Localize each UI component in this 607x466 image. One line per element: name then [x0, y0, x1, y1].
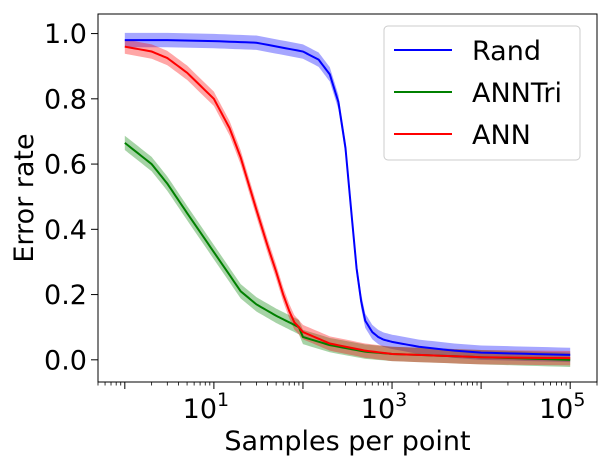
y-tick-label: 0.4 — [44, 215, 87, 246]
legend-box — [383, 25, 581, 161]
legend-label-anntri: ANNTri — [472, 78, 562, 109]
series-line-ann — [124, 45, 571, 360]
y-axis-label: Error rate — [9, 133, 40, 262]
y-tick-label: 0.8 — [44, 84, 87, 115]
plot-frame — [97, 13, 598, 383]
legend-label-rand: Rand — [472, 36, 541, 67]
x-axis-ticks: 101 103 105 — [97, 382, 598, 425]
x-tick-label: 105 — [539, 389, 585, 425]
x-tick-label: 101 — [183, 389, 229, 425]
series-lines — [124, 39, 571, 361]
series-line-rand — [124, 39, 571, 356]
y-tick-label: 0.2 — [44, 280, 87, 311]
legend-label-ann: ANN — [472, 120, 531, 151]
y-axis-ticks: 0.0 0.2 0.4 0.6 0.8 1.0 — [44, 19, 98, 376]
x-tick-label: 103 — [361, 389, 407, 425]
legend: Rand ANNTri ANN — [383, 25, 581, 161]
y-tick-label: 1.0 — [44, 19, 87, 50]
x-axis-label: Samples per point — [224, 426, 470, 457]
y-tick-label: 0.6 — [44, 150, 87, 181]
y-tick-label: 0.0 — [44, 345, 87, 376]
